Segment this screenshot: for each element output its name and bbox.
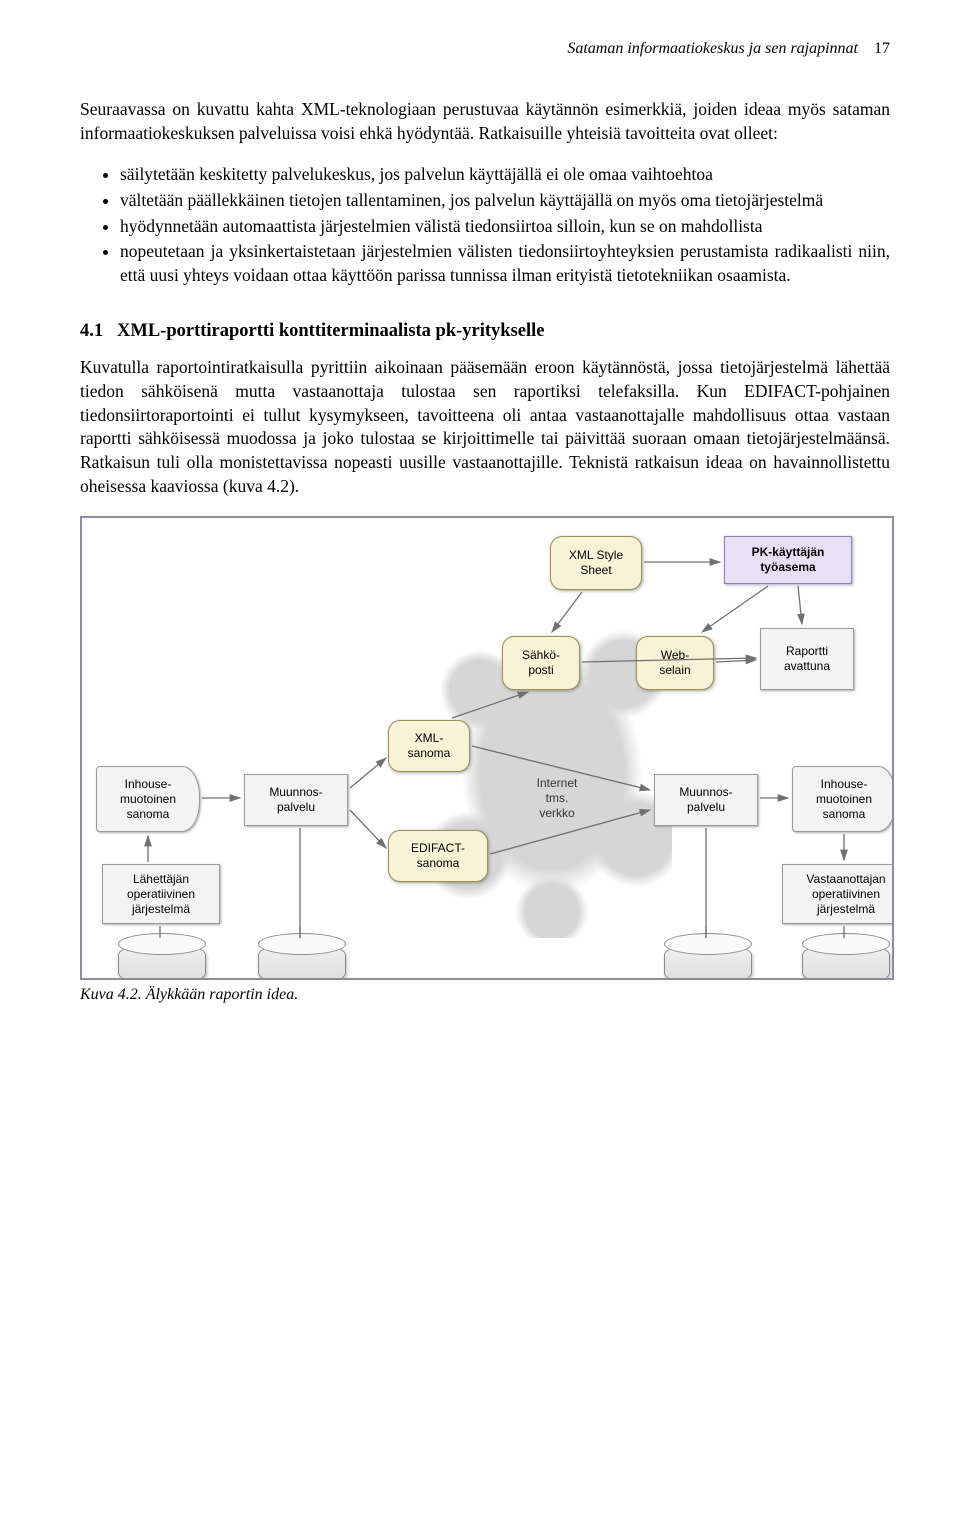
section-title: XML-porttiraportti konttiterminaalista p… bbox=[117, 321, 545, 341]
database-icon bbox=[258, 942, 346, 980]
page-number: 17 bbox=[874, 40, 890, 57]
database-icon bbox=[118, 942, 206, 980]
figure-caption: Kuva 4.2. Älykkään raportin idea. bbox=[80, 986, 890, 1004]
node-receiver-system: Vastaanottajanoperatiivinenjärjestelmä bbox=[782, 864, 894, 924]
node-convert-left: Muunnos-palvelu bbox=[244, 774, 348, 826]
document-page: Sataman informaatiokeskus ja sen rajapin… bbox=[0, 0, 960, 1521]
paragraph-body: Kuvatulla raportointiratkaisulla pyritti… bbox=[80, 356, 890, 498]
node-edifact-message: EDIFACT-sanoma bbox=[388, 830, 488, 882]
database-icon bbox=[664, 942, 752, 980]
section-heading: 4.1 XML-porttiraportti konttiterminaalis… bbox=[80, 321, 890, 342]
section-number: 4.1 bbox=[80, 321, 103, 341]
bullet-item: vältetään päällekkäinen tietojen tallent… bbox=[120, 189, 890, 213]
node-convert-right: Muunnos-palvelu bbox=[654, 774, 758, 826]
database-icon bbox=[802, 942, 890, 980]
node-inhouse-right: Inhouse-muotoinensanoma bbox=[792, 766, 894, 832]
bullet-item: nopeutetaan ja yksinkertaistetaan järjes… bbox=[120, 240, 890, 287]
bullet-list: säilytetään keskitetty palvelukeskus, jo… bbox=[80, 163, 890, 287]
node-inhouse-left: Inhouse-muotoinensanoma bbox=[96, 766, 200, 832]
paragraph-intro: Seuraavassa on kuvattu kahta XML-teknolo… bbox=[80, 98, 890, 145]
label-internet: Internettms.verkko bbox=[512, 776, 602, 821]
node-xml-message: XML-sanoma bbox=[388, 720, 470, 772]
page-header: Sataman informaatiokeskus ja sen rajapin… bbox=[80, 40, 890, 58]
node-web-browser: Web-selain bbox=[636, 636, 714, 690]
node-email: Sähkö-posti bbox=[502, 636, 580, 690]
bullet-item: hyödynnetään automaattista järjestelmien… bbox=[120, 215, 890, 239]
node-xml-style-sheet: XML Style Sheet bbox=[550, 536, 642, 590]
node-sender-system: Lähettäjänoperatiivinenjärjestelmä bbox=[102, 864, 220, 924]
figure-diagram: XML Style Sheet PK-käyttäjän työasema Sä… bbox=[80, 516, 894, 980]
running-title: Sataman informaatiokeskus ja sen rajapin… bbox=[567, 40, 858, 57]
node-pk-workstation: PK-käyttäjän työasema bbox=[724, 536, 852, 584]
node-report-open: Raportti avattuna bbox=[760, 628, 854, 690]
bullet-item: säilytetään keskitetty palvelukeskus, jo… bbox=[120, 163, 890, 187]
